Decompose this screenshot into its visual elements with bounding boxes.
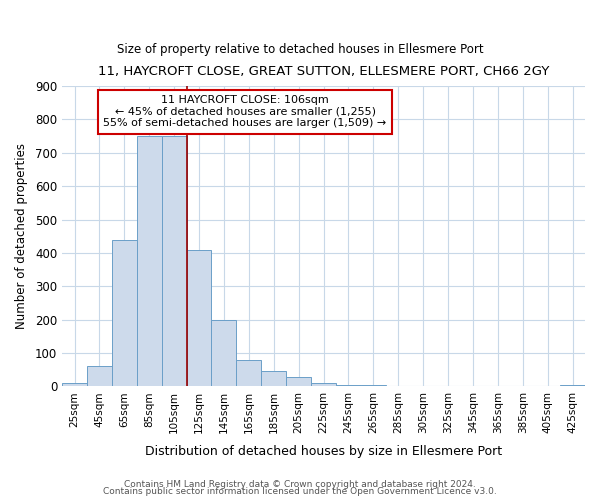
Bar: [560, 384, 585, 386]
Bar: [311, 383, 336, 386]
Text: Contains public sector information licensed under the Open Government Licence v3: Contains public sector information licen…: [103, 488, 497, 496]
Text: 11 HAYCROFT CLOSE: 106sqm
← 45% of detached houses are smaller (1,255)
55% of se: 11 HAYCROFT CLOSE: 106sqm ← 45% of detac…: [103, 95, 387, 128]
Title: 11, HAYCROFT CLOSE, GREAT SUTTON, ELLESMERE PORT, CH66 2GY: 11, HAYCROFT CLOSE, GREAT SUTTON, ELLESM…: [98, 65, 549, 78]
Bar: [112, 240, 137, 386]
Bar: [286, 378, 311, 386]
Text: Contains HM Land Registry data © Crown copyright and database right 2024.: Contains HM Land Registry data © Crown c…: [124, 480, 476, 489]
Bar: [62, 383, 87, 386]
Text: Size of property relative to detached houses in Ellesmere Port: Size of property relative to detached ho…: [116, 42, 484, 56]
Bar: [236, 360, 261, 386]
Bar: [187, 250, 211, 386]
Bar: [137, 136, 161, 386]
Bar: [336, 384, 361, 386]
X-axis label: Distribution of detached houses by size in Ellesmere Port: Distribution of detached houses by size …: [145, 444, 502, 458]
Bar: [261, 372, 286, 386]
Bar: [211, 320, 236, 386]
Bar: [87, 366, 112, 386]
Bar: [161, 136, 187, 386]
Bar: [361, 384, 386, 386]
Y-axis label: Number of detached properties: Number of detached properties: [15, 144, 28, 330]
